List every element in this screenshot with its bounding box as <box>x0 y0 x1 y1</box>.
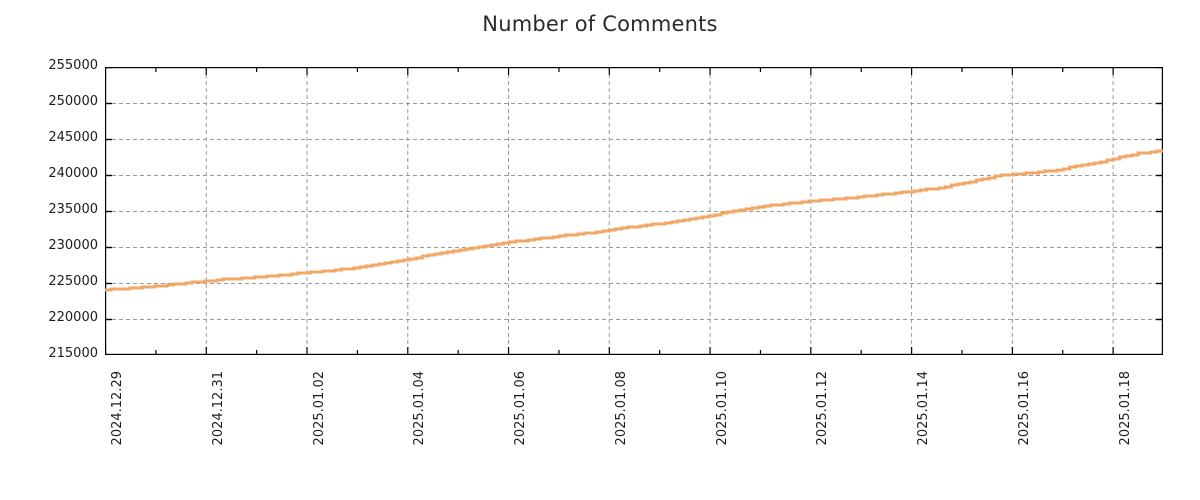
x-axis-tick-label: 2025.01.16 <box>1016 371 1032 446</box>
y-axis-tick-label: 235000 <box>48 202 98 217</box>
y-axis-tick-label: 215000 <box>48 346 98 361</box>
data-series-line <box>105 149 1163 292</box>
plot-frame <box>105 67 1163 355</box>
y-axis-tick-label: 230000 <box>48 238 98 253</box>
y-axis-tick-label: 240000 <box>48 166 98 181</box>
x-axis-tick-label: 2025.01.12 <box>815 371 831 446</box>
y-axis-tick-label: 245000 <box>48 130 98 145</box>
y-axis-tick-labels: 255000 250000 245000 240000 235000 230000 2250… <box>0 0 98 500</box>
x-axis-tick-label: 2025.01.08 <box>613 371 629 446</box>
x-axis-tick-label: 2025.01.06 <box>513 371 529 446</box>
y-axis-tick-label: 255000 <box>48 58 98 73</box>
x-axis-tick-label: 2025.01.10 <box>714 371 730 446</box>
chart-title: Number of Comments <box>482 12 718 36</box>
plot-area <box>105 67 1163 355</box>
x-axis-tick-label: 2025.01.02 <box>311 371 327 446</box>
grid-lines <box>105 67 1163 355</box>
x-axis-tick-label: 2025.01.14 <box>916 371 932 446</box>
chart-plot-svg <box>105 67 1163 355</box>
y-axis-tick-label: 250000 <box>48 94 98 109</box>
y-axis-tick-label: 225000 <box>48 274 98 289</box>
y-axis-tick-label: 220000 <box>48 310 98 325</box>
x-axis-tick-label: 2024.12.29 <box>110 371 125 446</box>
x-axis-tick-label: 2025.01.18 <box>1117 371 1133 446</box>
x-axis-tick-label: 2024.12.31 <box>210 371 226 446</box>
x-axis-tick-label: 2025.01.04 <box>412 371 428 446</box>
